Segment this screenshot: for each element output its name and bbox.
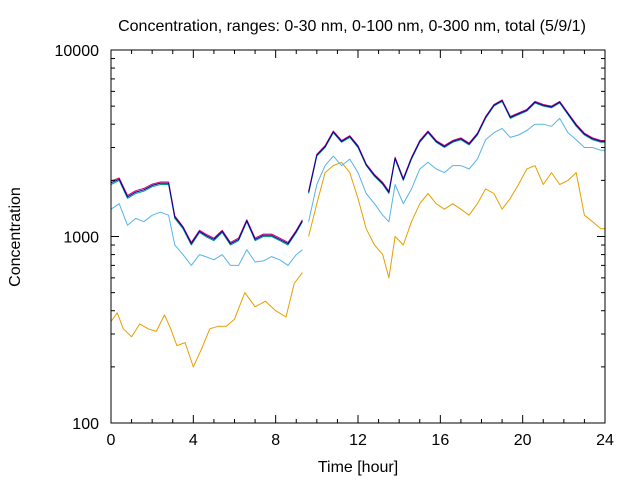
series-3-line bbox=[308, 99, 605, 192]
x-tick-label: 16 bbox=[431, 432, 449, 449]
series-0-line bbox=[308, 161, 605, 279]
series-4-line bbox=[110, 178, 303, 245]
series-4-line bbox=[308, 100, 605, 193]
x-axis-label: Time [hour] bbox=[318, 459, 398, 476]
x-tick-label: 24 bbox=[596, 432, 614, 449]
x-tick-label: 8 bbox=[271, 432, 280, 449]
ticks-layer: 0 4 8 12 16 20 24 100 1000 10000 bbox=[55, 43, 615, 449]
y-tick-label: 100 bbox=[72, 416, 99, 433]
x-tick-label: 20 bbox=[514, 432, 532, 449]
series-1-line bbox=[308, 117, 605, 223]
y-tick-label: 1000 bbox=[63, 230, 99, 247]
series-0-line bbox=[110, 272, 303, 368]
x-tick-label: 0 bbox=[107, 432, 116, 449]
series-3-line bbox=[110, 177, 303, 243]
x-tick-label: 12 bbox=[349, 432, 367, 449]
x-tick-label: 4 bbox=[189, 432, 198, 449]
y-axis-label: Concentration bbox=[7, 187, 24, 287]
series-2-line bbox=[110, 179, 303, 246]
series-layer bbox=[110, 99, 605, 368]
chart-title: Concentration, ranges: 0-30 nm, 0-100 nm… bbox=[118, 18, 586, 35]
series-1-line bbox=[110, 203, 303, 266]
series-2-line bbox=[308, 100, 605, 194]
y-tick-label: 10000 bbox=[55, 43, 100, 60]
